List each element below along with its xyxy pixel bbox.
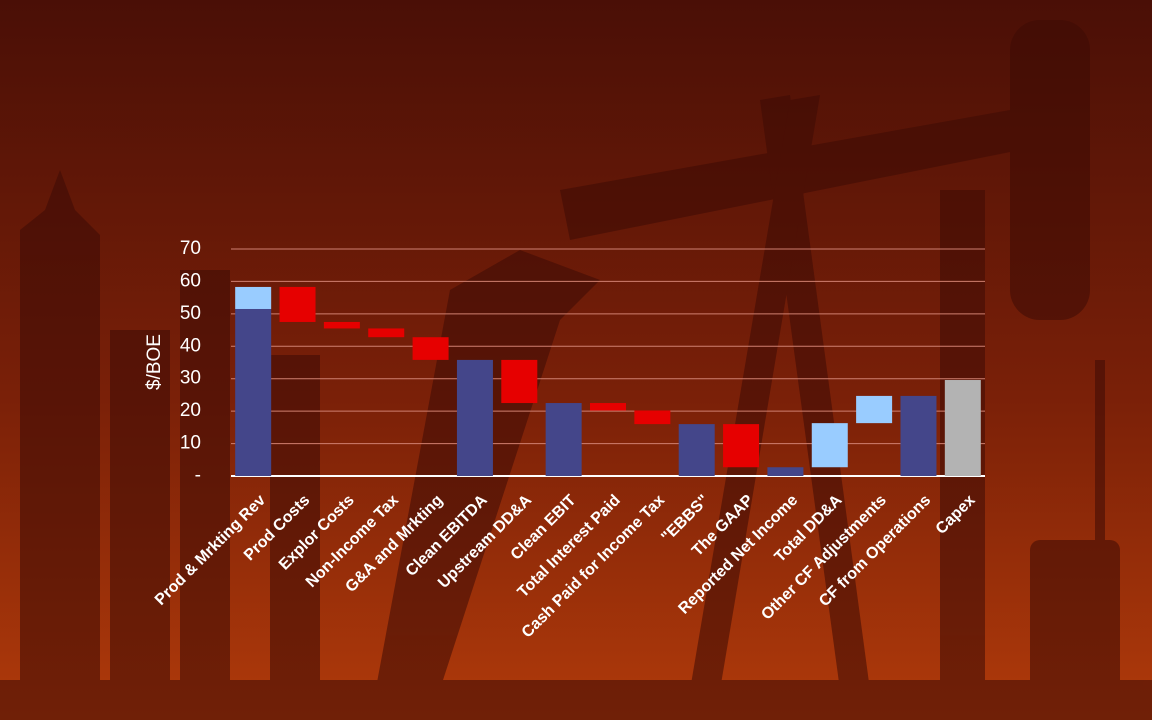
bar [634, 410, 671, 425]
bar [856, 395, 893, 424]
y-tick-label: - [195, 465, 201, 486]
y-tick-label: 60 [180, 270, 201, 291]
y-tick-label: 40 [180, 335, 201, 356]
y-tick-label: 20 [180, 400, 201, 421]
bar [767, 467, 804, 476]
bar [501, 359, 538, 404]
y-tick-label: 50 [180, 303, 201, 324]
bar [678, 424, 715, 476]
y-tick-label: 10 [180, 433, 201, 454]
bar [412, 337, 449, 360]
y-tick-label: 70 [180, 238, 201, 259]
bar [944, 380, 981, 476]
bar [235, 286, 272, 309]
bar [811, 423, 848, 468]
y-axis-label: $/BOE [144, 334, 165, 390]
bar [456, 359, 493, 476]
bar [323, 321, 360, 329]
bar [545, 403, 582, 476]
bar [900, 395, 937, 476]
bar [590, 403, 626, 411]
bar [279, 286, 316, 322]
bar [368, 328, 405, 338]
bar [235, 308, 272, 476]
bar [723, 424, 760, 468]
y-tick-label: 30 [180, 368, 201, 389]
